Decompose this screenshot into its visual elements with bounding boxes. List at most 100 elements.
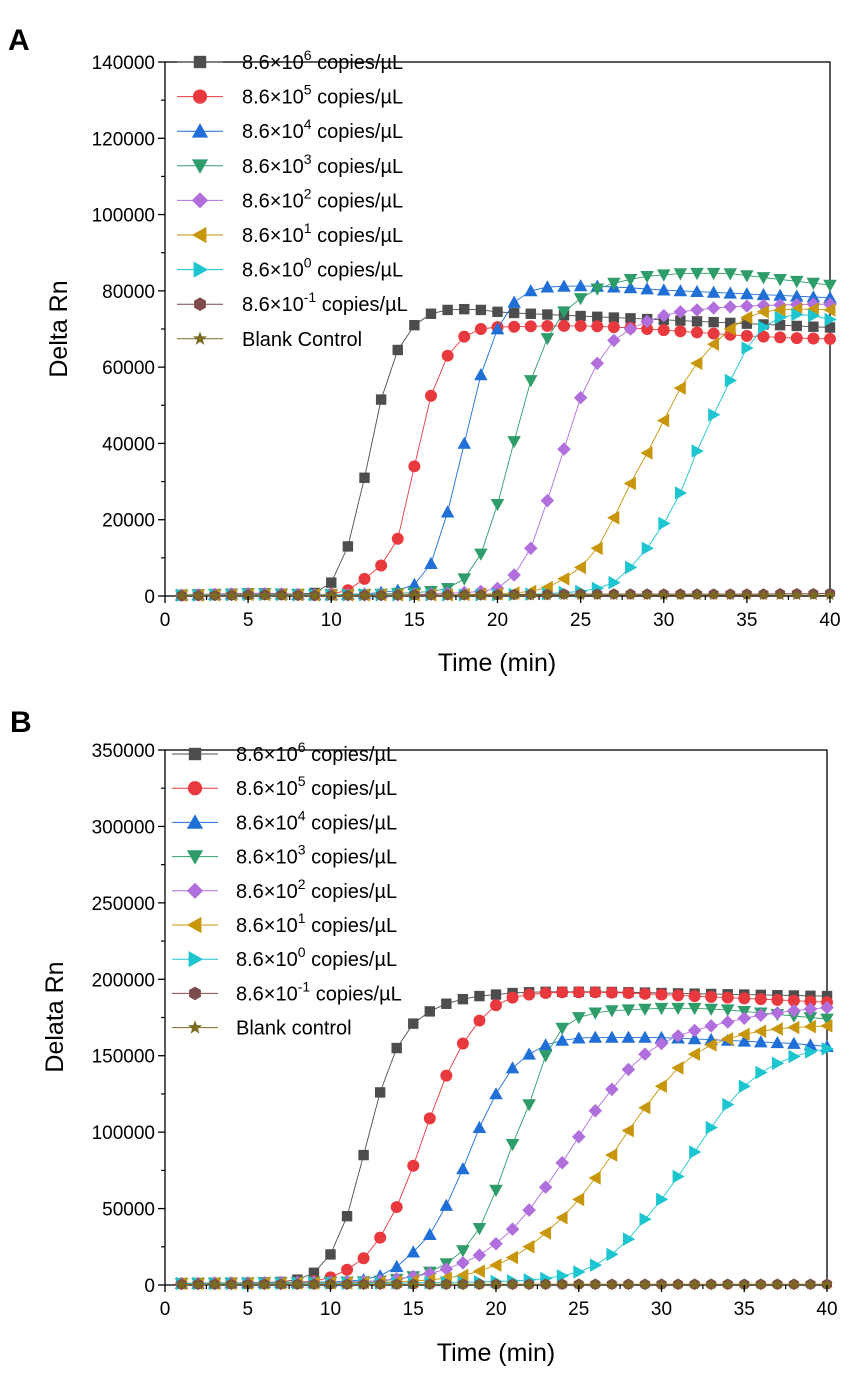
- data-point: [374, 1087, 386, 1098]
- data-point: [408, 589, 421, 601]
- data-point: [489, 1087, 503, 1100]
- data-point: [740, 299, 754, 313]
- legend-label-exponent: 2: [298, 876, 306, 892]
- data-point: [358, 1149, 369, 1161]
- data-point: [687, 1023, 702, 1038]
- legend-label: 8.6×102 copies/µL: [236, 876, 397, 903]
- data-point: [441, 998, 452, 1009]
- data-point: [724, 373, 737, 388]
- data-point: [723, 300, 737, 314]
- legend-label-base: 8.6×10: [242, 294, 304, 316]
- data-point: [671, 1002, 685, 1016]
- legend-label-base: 8.6×10: [236, 812, 298, 834]
- legend-label-base: 8.6×10: [242, 121, 304, 143]
- legend-item: 8.6×10-1 copies/µL: [177, 289, 408, 316]
- data-point: [358, 572, 371, 585]
- legend-label-base: 8.6×10: [236, 744, 298, 766]
- data-point: [442, 304, 453, 316]
- legend-label: Blank Control: [242, 329, 362, 351]
- data-point: [457, 1278, 469, 1290]
- data-point: [741, 341, 754, 355]
- data-point: [555, 1156, 569, 1170]
- series: [174, 1030, 834, 1289]
- data-point: [423, 1112, 436, 1125]
- legend-label-exponent: 2: [304, 185, 312, 201]
- series-line: [181, 308, 831, 596]
- legend-label-exponent: 1: [304, 220, 312, 236]
- legend-label-base: 8.6×10: [242, 87, 304, 109]
- panel-b: B 0 5 10 15 20 25 30 35 400500001000001500002000…: [10, 706, 838, 1367]
- data-point: [556, 986, 569, 999]
- data-point: [625, 560, 638, 575]
- data-point: [459, 303, 470, 315]
- data-point: [640, 314, 654, 329]
- data-point: [524, 320, 537, 333]
- data-point: [787, 1020, 800, 1035]
- data-point: [687, 1032, 702, 1045]
- data-point: [175, 589, 188, 601]
- y-tick-label: 0: [144, 587, 155, 608]
- data-point: [672, 1278, 684, 1290]
- legend-item: 8.6×100 copies/µL: [172, 944, 397, 971]
- data-point: [771, 1056, 785, 1071]
- data-point: [740, 270, 754, 283]
- data-point: [737, 1027, 750, 1042]
- data-point: [708, 316, 719, 328]
- series: [174, 1019, 833, 1291]
- data-point: [572, 1278, 585, 1290]
- data-point: [425, 389, 437, 402]
- data-point: [774, 589, 787, 601]
- legend-item: 8.6×101 copies/µL: [172, 910, 397, 937]
- legend-label-suffix: copies/µL: [312, 52, 404, 74]
- data-point: [623, 281, 638, 294]
- legend-marker: [187, 781, 203, 796]
- data-point: [572, 1130, 586, 1144]
- data-point: [490, 989, 502, 1000]
- data-point: [538, 1226, 552, 1240]
- data-point: [791, 320, 802, 332]
- x-tick-label: 10: [320, 1299, 341, 1320]
- x-tick-label: 20: [485, 1299, 506, 1320]
- data-point: [589, 986, 602, 999]
- data-point: [738, 1079, 751, 1093]
- data-point: [391, 1042, 402, 1054]
- data-point: [492, 306, 503, 318]
- legend-item: 8.6×103 copies/µL: [177, 151, 403, 178]
- data-point: [722, 1097, 735, 1112]
- legend-marker: [191, 226, 207, 244]
- panel-label: A: [8, 24, 30, 57]
- x-tick-label: 5: [243, 610, 254, 631]
- data-point: [621, 1004, 636, 1017]
- data-point: [507, 568, 521, 582]
- data-point: [541, 319, 554, 332]
- data-point: [458, 589, 471, 601]
- data-point: [456, 1256, 470, 1270]
- data-point: [674, 325, 687, 338]
- data-point: [740, 589, 753, 601]
- data-point: [522, 1240, 535, 1254]
- data-point: [807, 589, 820, 601]
- data-point: [473, 1014, 486, 1027]
- data-point: [687, 1002, 702, 1016]
- data-point: [474, 589, 487, 601]
- data-point: [440, 1278, 453, 1290]
- legend-item: 8.6×100 copies/µL: [177, 255, 403, 282]
- data-point: [638, 987, 651, 1000]
- data-point: [538, 1038, 553, 1051]
- data-point: [607, 277, 621, 290]
- data-point: [456, 1162, 470, 1175]
- legend-label: 8.6×104 copies/µL: [242, 116, 403, 143]
- legend-label: 8.6×106 copies/µL: [236, 739, 397, 766]
- legend-item: Blank control: [172, 1018, 352, 1040]
- data-point: [557, 279, 571, 292]
- data-point: [208, 1278, 221, 1290]
- data-point: [638, 1003, 652, 1016]
- x-tick-label: 40: [816, 1299, 837, 1320]
- data-point: [390, 1201, 403, 1214]
- series-line: [181, 1007, 828, 1284]
- legend-label: 8.6×101 copies/µL: [242, 220, 403, 247]
- data-point: [706, 337, 719, 351]
- data-point: [325, 589, 338, 601]
- legend-label-suffix: copies/µL: [306, 847, 398, 869]
- data-point: [557, 306, 571, 319]
